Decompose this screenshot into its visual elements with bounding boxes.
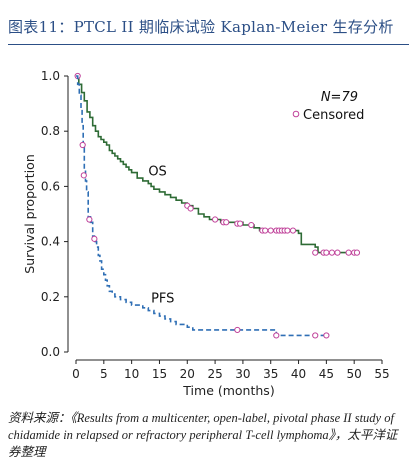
os-censor-marker <box>237 220 244 227</box>
os-censor-marker <box>284 227 291 234</box>
y-axis-title: Survival proportion <box>22 154 37 273</box>
x-tick-label: 55 <box>374 367 389 381</box>
sample-size-label: N=79 <box>321 90 358 105</box>
os-series-label: OS <box>148 164 166 179</box>
x-tick-label: 10 <box>124 367 139 381</box>
source-note: 资料来源：《Results from a multicenter, open-l… <box>8 411 398 459</box>
x-tick-label: 35 <box>263 367 278 381</box>
os-censor-marker <box>267 227 274 234</box>
x-tick-label: 0 <box>72 367 80 381</box>
os-censor-marker <box>248 221 255 229</box>
x-tick-label: 15 <box>152 367 167 381</box>
pfs-censor-marker <box>323 332 330 339</box>
legend-censored-marker <box>292 110 300 118</box>
pfs-censor-marker <box>312 332 319 339</box>
x-axis-title: Time (months) <box>182 383 274 398</box>
y-tick-label: 1.0 <box>41 69 60 83</box>
os-censor-marker <box>328 249 336 256</box>
y-tick-label: 0.0 <box>41 345 60 359</box>
title-divider <box>8 44 409 45</box>
pfs-censor-marker <box>86 216 93 223</box>
pfs-censor-marker <box>234 326 241 334</box>
pfs-censor-marker <box>79 141 86 149</box>
x-tick-label: 50 <box>347 367 362 381</box>
y-tick-label: 0.8 <box>41 124 60 138</box>
os-censor-marker <box>211 216 219 223</box>
x-tick-label: 40 <box>291 367 306 381</box>
os-censor-marker <box>334 249 341 256</box>
pfs-censor-marker <box>80 172 87 179</box>
x-tick-label: 20 <box>180 367 195 381</box>
kaplan-meier-chart: 0.0 0.2 0.4 0.6 0.8 1.0 0 5 10 15 20 25 30 35 40 45 50 55… <box>22 69 390 398</box>
os-curve <box>76 75 360 254</box>
os-censor-marker <box>353 249 361 256</box>
y-tick-label: 0.4 <box>41 235 60 249</box>
pfs-censor-marker <box>273 332 280 339</box>
pfs-series-label: PFS <box>151 291 174 306</box>
y-tick-label: 0.2 <box>41 290 60 304</box>
figure-title: 图表11：PTCL II 期临床试验 Kaplan-Meier 生存分析 <box>8 18 394 36</box>
axes: 0.0 0.2 0.4 0.6 0.8 1.0 0 5 10 15 20 25 30 35 40 45 50 55… <box>22 69 390 398</box>
os-censor-marker <box>262 227 269 234</box>
pfs-curve <box>76 75 327 337</box>
os-censor-marker <box>187 205 194 212</box>
legend-censored-label: Censored <box>303 108 364 123</box>
os-censor-marker <box>312 249 319 256</box>
y-tick-label: 0.6 <box>41 179 60 193</box>
series-layer <box>74 72 361 339</box>
pfs-censor-marker <box>91 235 98 242</box>
os-censor-marker <box>289 227 297 234</box>
labels-layer: OS PFS N=79 Censored <box>148 90 364 306</box>
x-tick-label: 25 <box>207 367 222 381</box>
x-tick-label: 45 <box>319 367 334 381</box>
os-censor-marker <box>323 249 330 256</box>
x-tick-label: 30 <box>235 367 250 381</box>
os-censor-marker <box>345 249 352 256</box>
os-censor-marker <box>223 219 230 226</box>
x-tick-label: 5 <box>100 367 108 381</box>
